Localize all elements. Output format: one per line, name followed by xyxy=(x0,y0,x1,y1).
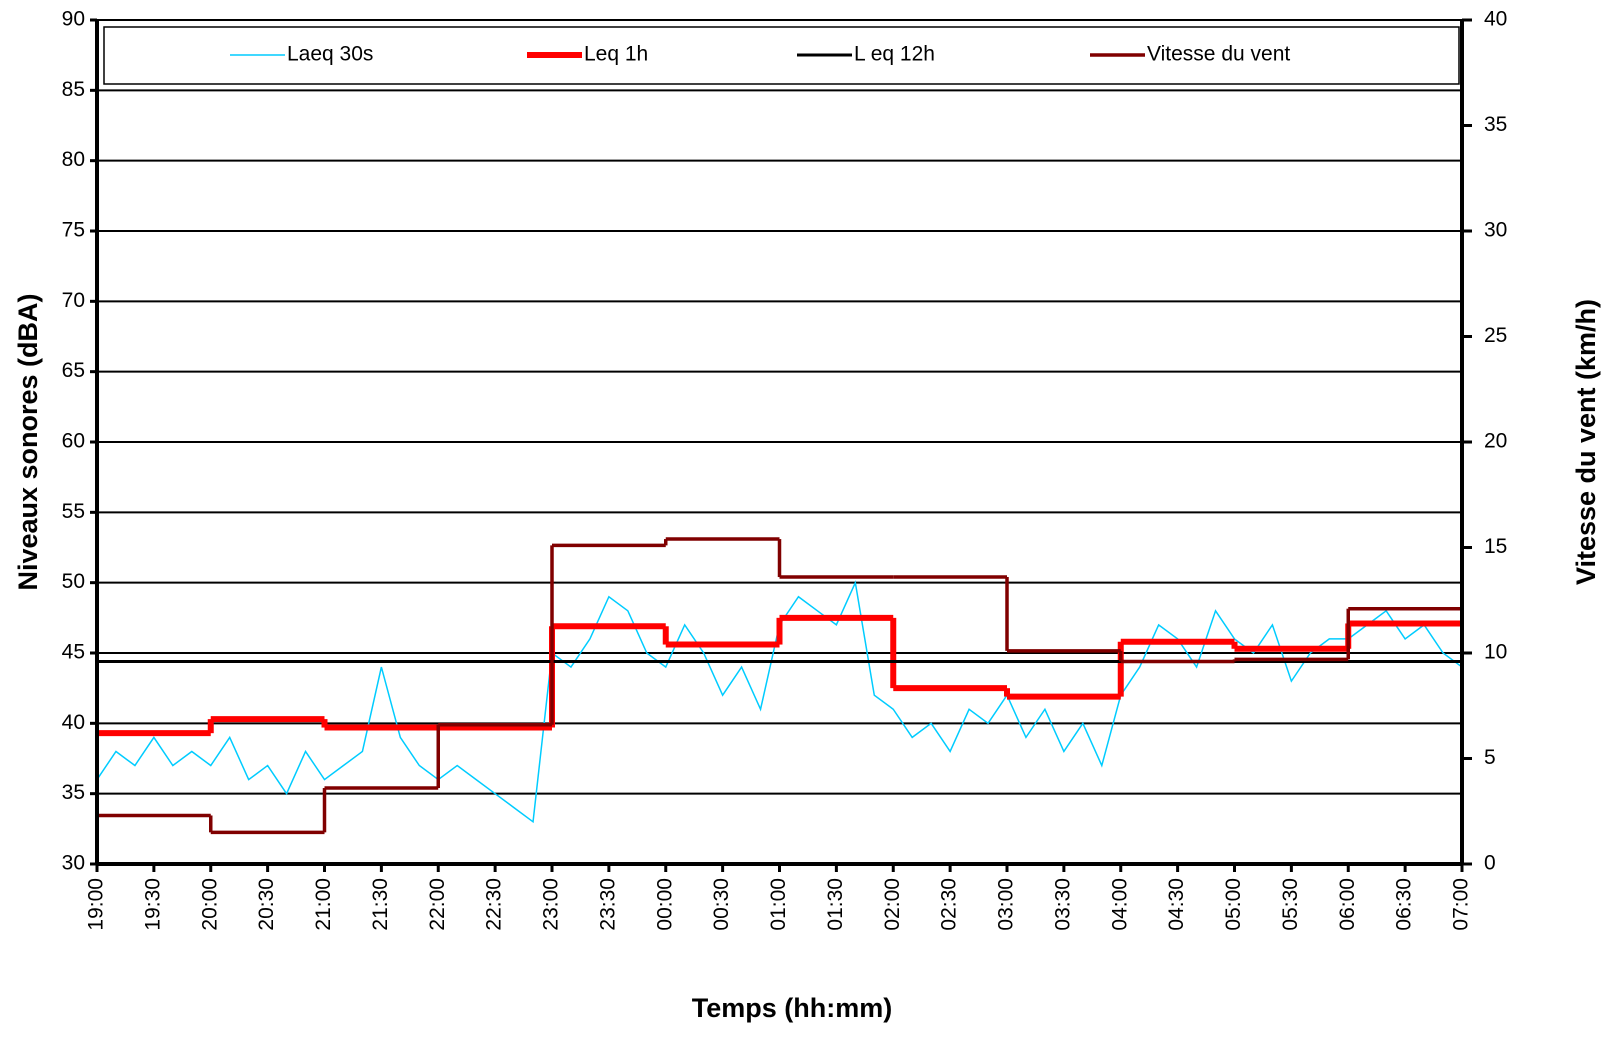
x-tick-label: 23:30 xyxy=(596,878,619,931)
y-tick-label: 35 xyxy=(62,781,85,804)
y2-tick-label: 40 xyxy=(1484,8,1507,31)
legend-label: Vitesse du vent xyxy=(1147,43,1290,66)
y2-tick-label: 20 xyxy=(1484,430,1507,453)
y2-tick-label: 0 xyxy=(1484,852,1496,875)
legend-label: Laeq 30s xyxy=(287,43,373,66)
x-tick-label: 04:00 xyxy=(1108,878,1131,931)
y2-tick-label: 35 xyxy=(1484,113,1507,136)
x-tick-label: 05:00 xyxy=(1222,878,1245,931)
y2-tick-label: 5 xyxy=(1484,746,1496,769)
y2-tick-label: 25 xyxy=(1484,324,1507,347)
y-tick-label: 90 xyxy=(62,8,85,31)
y2-tick-label: 30 xyxy=(1484,219,1507,242)
x-tick-label: 03:30 xyxy=(1051,878,1074,931)
y-tick-label: 85 xyxy=(62,78,85,101)
y-tick-label: 65 xyxy=(62,359,85,382)
legend-label: L eq 12h xyxy=(854,43,935,66)
y-tick-label: 70 xyxy=(62,289,85,312)
y-tick-label: 80 xyxy=(62,148,85,171)
x-tick-label: 02:30 xyxy=(938,878,961,931)
x-tick-label: 20:00 xyxy=(198,878,221,931)
y-tick-label: 40 xyxy=(62,711,85,734)
y-tick-label: 55 xyxy=(62,500,85,523)
x-tick-label: 01:00 xyxy=(767,878,790,931)
x-tick-label: 00:30 xyxy=(710,878,733,931)
x-tick-label: 21:00 xyxy=(312,878,335,931)
y2-axis-title: Vitesse du vent (km/h) xyxy=(1571,299,1601,585)
y-tick-label: 30 xyxy=(62,852,85,875)
legend-label: Leq 1h xyxy=(584,43,648,66)
x-tick-label: 20:30 xyxy=(255,878,278,931)
legend-box xyxy=(103,26,1460,85)
x-tick-label: 22:30 xyxy=(483,878,506,931)
x-tick-label: 23:00 xyxy=(540,878,563,931)
y-tick-label: 50 xyxy=(62,570,85,593)
y2-tick-label: 10 xyxy=(1484,641,1507,664)
x-tick-label: 22:00 xyxy=(426,878,449,931)
x-tick-label: 03:00 xyxy=(995,878,1018,931)
x-tick-label: 06:30 xyxy=(1393,878,1416,931)
x-tick-label: 05:30 xyxy=(1279,878,1302,931)
x-tick-label: 01:30 xyxy=(824,878,847,931)
x-tick-label: 21:30 xyxy=(369,878,392,931)
x-tick-label: 04:30 xyxy=(1165,878,1188,931)
x-tick-label: 02:00 xyxy=(881,878,904,931)
x-tick-label: 00:00 xyxy=(653,878,676,931)
x-tick-label: 06:00 xyxy=(1336,878,1359,931)
y2-tick-label: 15 xyxy=(1484,535,1507,558)
x-tick-label: 07:00 xyxy=(1450,878,1473,931)
x-tick-label: 19:30 xyxy=(141,878,164,931)
y-tick-label: 60 xyxy=(62,430,85,453)
y-axis-title: Niveaux sonores (dBA) xyxy=(13,293,43,590)
y-tick-label: 75 xyxy=(62,219,85,242)
x-tick-label: 19:00 xyxy=(85,878,108,931)
y-tick-label: 45 xyxy=(62,641,85,664)
x-axis-title: Temps (hh:mm) xyxy=(692,993,893,1023)
